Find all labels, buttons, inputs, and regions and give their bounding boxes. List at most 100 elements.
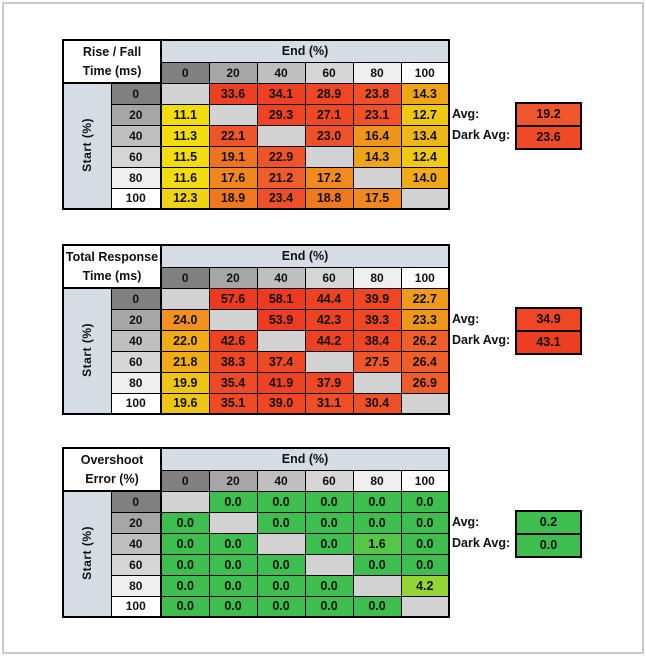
value-cell[interactable]: 11.5 bbox=[160, 145, 210, 168]
row-header-80[interactable]: 80 bbox=[110, 166, 163, 189]
row-header-20[interactable]: 20 bbox=[110, 308, 162, 331]
value-cell[interactable]: 53.9 bbox=[256, 308, 306, 331]
value-cell[interactable]: 0.0 bbox=[256, 511, 306, 534]
blank-cell[interactable] bbox=[256, 329, 306, 352]
value-cell[interactable]: 29.3 bbox=[256, 103, 306, 126]
value-cell[interactable]: 37.9 bbox=[304, 371, 354, 394]
row-header-60[interactable]: 60 bbox=[110, 145, 163, 168]
table-title-cell[interactable]: Total Response Time (ms) bbox=[62, 244, 162, 289]
value-cell[interactable]: 0.0 bbox=[304, 574, 354, 597]
value-cell[interactable]: 42.3 bbox=[304, 308, 354, 331]
value-cell[interactable]: 23.1 bbox=[352, 103, 402, 126]
value-cell[interactable]: 19.6 bbox=[160, 392, 210, 415]
value-cell[interactable]: 22.0 bbox=[160, 329, 210, 352]
avg-value-cell[interactable]: 19.2 bbox=[517, 104, 580, 125]
blank-cell[interactable] bbox=[304, 350, 354, 373]
blank-cell[interactable] bbox=[256, 532, 306, 555]
end-group-header[interactable]: End (%) bbox=[160, 244, 450, 268]
col-header-80[interactable]: 80 bbox=[352, 266, 402, 289]
col-header-60[interactable]: 60 bbox=[304, 266, 354, 289]
blank-cell[interactable] bbox=[400, 187, 450, 210]
avg-label[interactable]: Avg: bbox=[452, 515, 480, 529]
value-cell[interactable]: 17.5 bbox=[352, 187, 402, 210]
value-cell[interactable]: 0.0 bbox=[208, 553, 258, 576]
blank-cell[interactable] bbox=[352, 371, 402, 394]
value-cell[interactable]: 0.0 bbox=[304, 595, 354, 618]
row-header-60[interactable]: 60 bbox=[110, 350, 162, 373]
value-cell[interactable]: 0.0 bbox=[256, 553, 306, 576]
col-header-20[interactable]: 20 bbox=[208, 266, 258, 289]
value-cell[interactable]: 0.0 bbox=[160, 595, 210, 618]
value-cell[interactable]: 0.0 bbox=[160, 553, 210, 576]
value-cell[interactable]: 22.7 bbox=[400, 287, 450, 310]
value-cell[interactable]: 35.1 bbox=[208, 392, 258, 415]
value-cell[interactable]: 0.0 bbox=[160, 511, 210, 534]
table-title-cell[interactable]: Rise / Fall Time (ms) bbox=[62, 39, 163, 84]
row-header-0[interactable]: 0 bbox=[110, 82, 163, 105]
row-header-40[interactable]: 40 bbox=[110, 124, 163, 147]
value-cell[interactable]: 0.0 bbox=[352, 553, 402, 576]
value-cell[interactable]: 19.9 bbox=[160, 371, 210, 394]
blank-cell[interactable] bbox=[352, 574, 402, 597]
col-header-20[interactable]: 20 bbox=[208, 469, 258, 492]
value-cell[interactable]: 23.4 bbox=[256, 187, 306, 210]
value-cell[interactable]: 58.1 bbox=[256, 287, 306, 310]
value-cell[interactable]: 44.4 bbox=[304, 287, 354, 310]
value-cell[interactable]: 14.0 bbox=[400, 166, 450, 189]
value-cell[interactable]: 31.1 bbox=[304, 392, 354, 415]
value-cell[interactable]: 22.1 bbox=[208, 124, 258, 147]
value-cell[interactable]: 11.6 bbox=[160, 166, 210, 189]
value-cell[interactable]: 44.2 bbox=[304, 329, 354, 352]
end-group-header[interactable]: End (%) bbox=[160, 447, 450, 471]
value-cell[interactable]: 12.3 bbox=[160, 187, 210, 210]
row-header-0[interactable]: 0 bbox=[110, 490, 163, 513]
col-header-60[interactable]: 60 bbox=[304, 61, 354, 84]
value-cell[interactable]: 27.1 bbox=[304, 103, 354, 126]
value-cell[interactable]: 0.0 bbox=[352, 511, 402, 534]
col-header-20[interactable]: 20 bbox=[208, 61, 258, 84]
blank-cell[interactable] bbox=[400, 392, 450, 415]
row-header-40[interactable]: 40 bbox=[110, 532, 163, 555]
dark-avg-value-cell[interactable]: 23.6 bbox=[517, 125, 580, 148]
value-cell[interactable]: 17.6 bbox=[208, 166, 258, 189]
value-cell[interactable]: 0.0 bbox=[208, 574, 258, 597]
value-cell[interactable]: 1.6 bbox=[352, 532, 402, 555]
col-header-80[interactable]: 80 bbox=[352, 61, 402, 84]
blank-cell[interactable] bbox=[304, 145, 354, 168]
value-cell[interactable]: 35.4 bbox=[208, 371, 258, 394]
value-cell[interactable]: 0.0 bbox=[256, 574, 306, 597]
value-cell[interactable]: 12.4 bbox=[400, 145, 450, 168]
dark-avg-label[interactable]: Dark Avg: bbox=[452, 536, 511, 550]
value-cell[interactable]: 39.0 bbox=[256, 392, 306, 415]
value-cell[interactable]: 23.3 bbox=[400, 308, 450, 331]
blank-cell[interactable] bbox=[160, 490, 210, 513]
col-header-40[interactable]: 40 bbox=[256, 61, 306, 84]
value-cell[interactable]: 0.0 bbox=[304, 490, 354, 513]
value-cell[interactable]: 18.8 bbox=[304, 187, 354, 210]
value-cell[interactable]: 57.6 bbox=[208, 287, 258, 310]
value-cell[interactable]: 26.4 bbox=[400, 350, 450, 373]
value-cell[interactable]: 0.0 bbox=[208, 490, 258, 513]
value-cell[interactable]: 0.0 bbox=[256, 595, 306, 618]
row-header-0[interactable]: 0 bbox=[110, 287, 162, 310]
value-cell[interactable]: 0.0 bbox=[352, 595, 402, 618]
start-group-header[interactable]: Start (%) bbox=[62, 490, 112, 618]
value-cell[interactable]: 41.9 bbox=[256, 371, 306, 394]
blank-cell[interactable] bbox=[208, 308, 258, 331]
dark-avg-value-cell[interactable]: 43.1 bbox=[517, 330, 580, 353]
start-group-header[interactable]: Start (%) bbox=[62, 287, 112, 415]
col-header-40[interactable]: 40 bbox=[256, 469, 306, 492]
row-header-100[interactable]: 100 bbox=[110, 595, 163, 618]
row-header-40[interactable]: 40 bbox=[110, 329, 162, 352]
value-cell[interactable]: 38.3 bbox=[208, 350, 258, 373]
value-cell[interactable]: 26.9 bbox=[400, 371, 450, 394]
value-cell[interactable]: 30.4 bbox=[352, 392, 402, 415]
value-cell[interactable]: 26.2 bbox=[400, 329, 450, 352]
value-cell[interactable]: 0.0 bbox=[400, 511, 450, 534]
col-header-0[interactable]: 0 bbox=[160, 61, 210, 84]
value-cell[interactable]: 39.3 bbox=[352, 308, 402, 331]
blank-cell[interactable] bbox=[160, 287, 210, 310]
value-cell[interactable]: 27.5 bbox=[352, 350, 402, 373]
value-cell[interactable]: 0.0 bbox=[208, 532, 258, 555]
value-cell[interactable]: 4.2 bbox=[400, 574, 450, 597]
